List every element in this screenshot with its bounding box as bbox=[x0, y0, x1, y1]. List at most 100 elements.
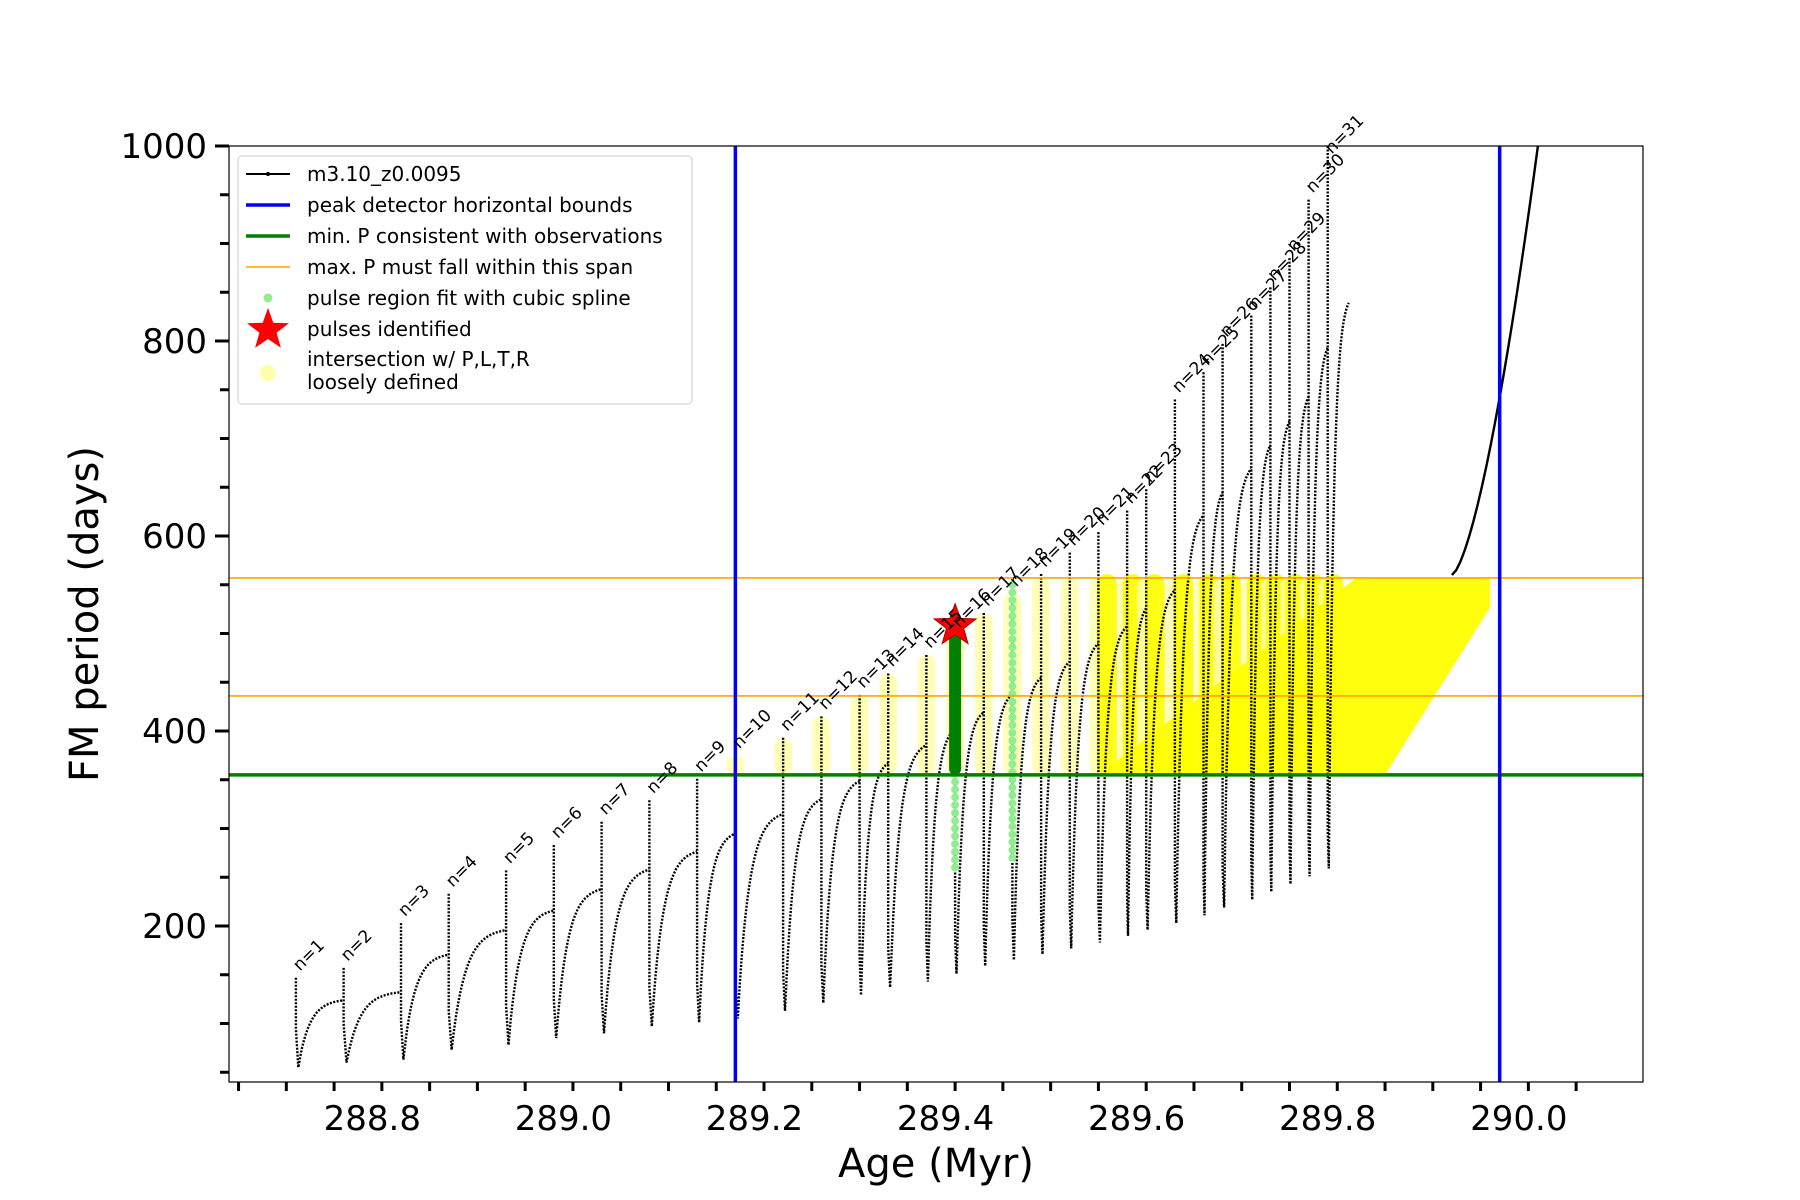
series-group bbox=[229, 146, 1643, 1082]
model-pulse-track bbox=[1011, 593, 1042, 961]
model-pulse-track bbox=[953, 634, 985, 974]
spline-dot bbox=[1008, 650, 1017, 659]
x-tick-label: 289.8 bbox=[1279, 1099, 1376, 1139]
model-pulse-track bbox=[600, 821, 650, 1034]
legend-label-intersection-2: loosely defined bbox=[307, 370, 459, 394]
pulse-label: n=7 bbox=[595, 780, 634, 819]
legend-swatch-intersection bbox=[260, 365, 276, 381]
spline-dot bbox=[1008, 689, 1017, 698]
spline-dot bbox=[951, 840, 960, 849]
spline-dot bbox=[1008, 775, 1017, 784]
pulse-label: n=1 bbox=[289, 936, 328, 975]
spline-dot bbox=[1008, 806, 1017, 815]
model-pulse-track bbox=[1144, 489, 1176, 930]
spline-dot bbox=[951, 808, 960, 817]
spline-dot bbox=[1008, 838, 1017, 847]
pulse-label: n=6 bbox=[547, 803, 586, 842]
model-pulse-track bbox=[1288, 258, 1310, 885]
pulse-label: n=4 bbox=[442, 852, 481, 891]
intersection-blob-bright bbox=[1097, 574, 1118, 775]
spline-dot bbox=[1008, 674, 1017, 683]
model-pulse-track bbox=[982, 613, 1014, 967]
y-tick-label: 800 bbox=[142, 322, 207, 362]
model-pulse-track bbox=[294, 977, 344, 1068]
model-pulse-track bbox=[552, 845, 602, 1039]
x-tick-label: 289.2 bbox=[706, 1099, 803, 1139]
model-final-rise bbox=[1451, 146, 1540, 576]
legend-label-blue: peak detector horizontal bounds bbox=[307, 193, 633, 217]
model-pulse-track bbox=[734, 755, 784, 1019]
x-axis-label: Age (Myr) bbox=[838, 1141, 1034, 1187]
pulse-label: n=8 bbox=[643, 758, 682, 797]
spline-dot bbox=[1008, 814, 1017, 823]
x-tick-label: 289.4 bbox=[897, 1099, 994, 1139]
legend-label-orange: max. P must fall within this span bbox=[307, 255, 633, 279]
spline-dot bbox=[951, 785, 960, 794]
spline-dot bbox=[1008, 666, 1017, 675]
model-pulse-track bbox=[1068, 552, 1100, 949]
model-pulse-track bbox=[1307, 199, 1329, 877]
spline-dot bbox=[1008, 728, 1017, 737]
pulse-label: n=5 bbox=[499, 828, 538, 867]
intersection-blob-bright bbox=[1144, 574, 1165, 775]
spline-dot bbox=[1008, 830, 1017, 839]
intersection-wedge bbox=[1098, 577, 1491, 775]
spline-dot bbox=[951, 863, 960, 872]
spline-dot bbox=[1008, 783, 1017, 792]
spline-dot bbox=[1008, 697, 1017, 706]
model-pulse-track bbox=[1097, 532, 1128, 943]
model-pulse-track bbox=[1326, 146, 1350, 869]
spline-dot bbox=[1008, 713, 1017, 722]
pulse-label: n=2 bbox=[337, 926, 376, 965]
legend-label-star: pulses identified bbox=[307, 317, 472, 341]
model-pulse-track bbox=[399, 923, 449, 1060]
pulse-identified-star bbox=[932, 602, 978, 645]
model-pulse-track bbox=[648, 800, 698, 1027]
pulse-label: n=23 bbox=[1140, 440, 1187, 487]
spline-dot bbox=[1008, 627, 1017, 636]
spline-dot bbox=[1008, 752, 1017, 761]
spline-dot bbox=[1008, 682, 1017, 691]
spline-dot bbox=[1008, 760, 1017, 769]
model-pulse-track bbox=[342, 967, 402, 1063]
spline-dot bbox=[1008, 705, 1017, 714]
legend-label-intersection: intersection w/ P,L,T,R bbox=[307, 347, 530, 371]
spline-dot bbox=[1008, 721, 1017, 730]
y-tick-label: 200 bbox=[142, 907, 207, 947]
y-tick-label: 400 bbox=[142, 712, 207, 752]
model-pulse-track bbox=[1039, 574, 1071, 955]
spline-dot bbox=[951, 847, 960, 856]
spline-dot bbox=[951, 801, 960, 810]
spline-dot bbox=[1008, 822, 1017, 831]
model-pulse-track bbox=[781, 737, 822, 1011]
legend-label-green: min. P consistent with observations bbox=[307, 224, 663, 248]
spline-dot bbox=[1008, 744, 1017, 753]
pulse-label: n=30 bbox=[1302, 150, 1349, 197]
plot-frame bbox=[228, 145, 1644, 1083]
x-tick-label: 289.0 bbox=[515, 1099, 612, 1139]
model-pulse-track bbox=[1221, 343, 1253, 908]
model-pulse-track bbox=[1250, 315, 1272, 900]
x-tick-label: 288.8 bbox=[324, 1099, 421, 1139]
legend: m3.10_z0.0095 peak detector horizontal b… bbox=[237, 155, 693, 405]
spline-dot bbox=[1008, 643, 1017, 652]
pulse-label: n=9 bbox=[691, 737, 730, 776]
spline-dot bbox=[951, 777, 960, 786]
axis-ticks: 288.8 289.0 289.2 289.4 289.6 289.8 290.0 200 40… bbox=[120, 127, 1578, 1139]
model-pulse-track bbox=[1173, 399, 1205, 924]
spline-dot bbox=[1008, 588, 1017, 597]
legend-label-model: m3.10_z0.0095 bbox=[307, 162, 462, 186]
spline-dot bbox=[1008, 658, 1017, 667]
spline-dot bbox=[951, 816, 960, 825]
spline-dot bbox=[951, 793, 960, 802]
spline-dot bbox=[1008, 580, 1017, 589]
model-pulse-track bbox=[1125, 510, 1148, 936]
pulse-label: n=31 bbox=[1321, 111, 1368, 158]
spline-dot bbox=[1008, 596, 1017, 605]
spline-dot bbox=[951, 832, 960, 841]
spline-dot bbox=[951, 824, 960, 833]
model-pulse-track bbox=[504, 870, 555, 1046]
identified-pulse-band bbox=[949, 633, 962, 775]
spline-dot bbox=[1008, 604, 1017, 613]
